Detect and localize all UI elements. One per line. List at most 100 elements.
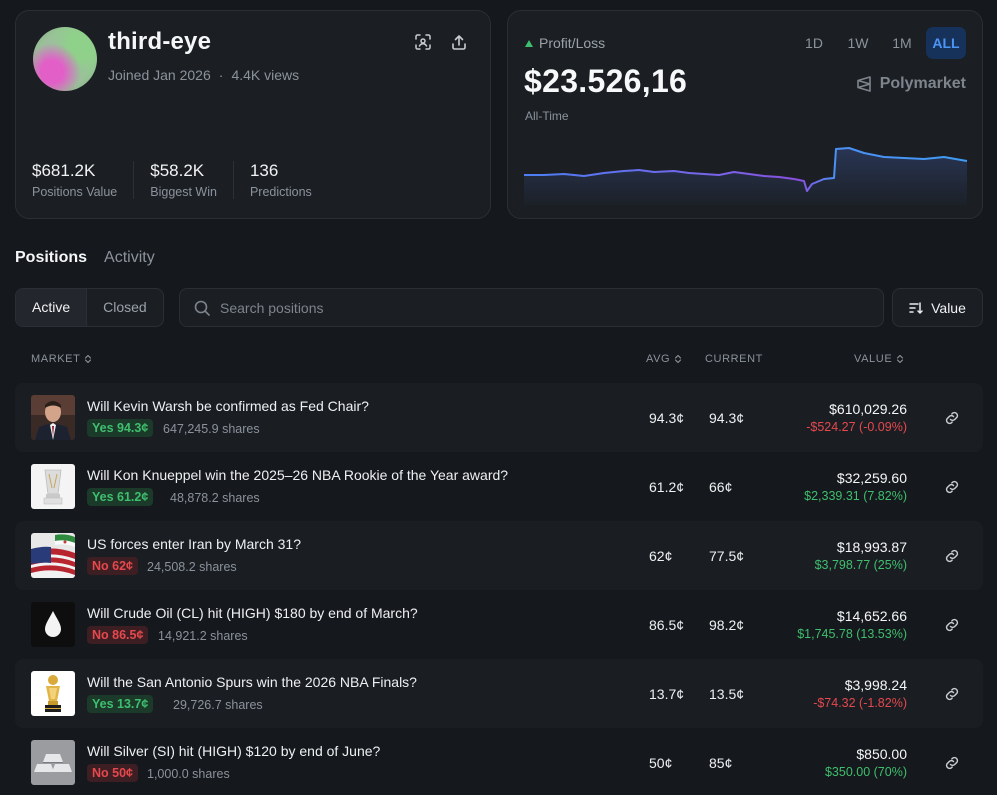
- link-icon[interactable]: [944, 410, 960, 426]
- sort-button[interactable]: Value: [892, 288, 983, 327]
- stat-predictions: 136 Predictions: [250, 161, 328, 199]
- avg-price: 13.7¢: [649, 686, 685, 702]
- stat-label: Positions Value: [32, 185, 118, 199]
- pnl-card: Profit/Loss $23.526,16 All-Time 1D 1W 1M…: [507, 10, 983, 219]
- avg-price: 61.2¢: [649, 479, 685, 495]
- market-thumbnail: [31, 671, 75, 716]
- avg-price: 94.3¢: [649, 410, 685, 426]
- current-price: 77.5¢: [709, 548, 745, 564]
- search-icon: [194, 300, 210, 316]
- position-change: -$74.32 (-1.82%): [813, 696, 907, 710]
- position-change: $3,798.77 (25%): [814, 558, 907, 572]
- meta-separator: ·: [218, 67, 224, 83]
- outcome-badge: No 50¢: [87, 764, 138, 782]
- avg-price: 50¢: [649, 755, 673, 771]
- profile-stats: $681.2K Positions Value $58.2K Biggest W…: [32, 161, 344, 199]
- link-icon[interactable]: [944, 479, 960, 495]
- table-row[interactable]: Will Kon Knueppel win the 2025–26 NBA Ro…: [15, 452, 983, 521]
- sort-label: Value: [931, 299, 966, 316]
- market-thumbnail: [31, 533, 75, 578]
- share-count: 48,878.2 shares: [170, 491, 260, 505]
- current-price: 66¢: [709, 479, 733, 495]
- header-current: CURRENT: [705, 353, 763, 365]
- scan-icon[interactable]: [414, 33, 432, 51]
- avg-price: 62¢: [649, 548, 673, 564]
- active-button[interactable]: Active: [16, 289, 88, 326]
- outcome-badge: Yes 13.7¢: [87, 695, 154, 713]
- range-1m[interactable]: 1M: [892, 35, 912, 51]
- market-title[interactable]: Will Crude Oil (CL) hit (HIGH) $180 by e…: [87, 605, 418, 621]
- tab-positions[interactable]: Positions: [15, 249, 88, 266]
- stat-label: Predictions: [249, 185, 312, 199]
- share-count: 647,245.9 shares: [163, 422, 260, 436]
- pnl-area: [524, 148, 967, 205]
- table-row[interactable]: Will the San Antonio Spurs win the 2026 …: [15, 659, 983, 728]
- stat-biggest-win: $58.2K Biggest Win: [150, 161, 234, 199]
- sort-toggle-icon: [897, 354, 904, 364]
- current-price: 98.2¢: [709, 617, 745, 633]
- position-value: $18,993.87: [836, 539, 907, 555]
- table-row[interactable]: Will Kevin Warsh be confirmed as Fed Cha…: [15, 383, 983, 452]
- stat-value: $681.2K: [32, 161, 96, 180]
- header-value[interactable]: VALUE: [854, 353, 905, 365]
- brand-logo: Polymarket: [855, 75, 966, 93]
- link-icon[interactable]: [944, 617, 960, 633]
- range-1d[interactable]: 1D: [805, 35, 823, 51]
- market-thumbnail: [31, 464, 75, 509]
- share-count: 14,921.2 shares: [158, 629, 248, 643]
- share-count: 1,000.0 shares: [147, 767, 230, 781]
- joined-date: Joined Jan 2026: [108, 67, 211, 83]
- current-price: 94.3¢: [709, 410, 745, 426]
- pnl-value: $23.526,16: [524, 63, 688, 99]
- market-title[interactable]: Will the San Antonio Spurs win the 2026 …: [87, 674, 417, 690]
- pnl-sparkline: [524, 147, 967, 205]
- share-count: 29,726.7 shares: [173, 698, 263, 712]
- position-change: $350.00 (70%): [824, 765, 907, 779]
- market-thumbnail: [31, 602, 75, 647]
- table-row[interactable]: Will Crude Oil (CL) hit (HIGH) $180 by e…: [15, 590, 983, 659]
- market-title[interactable]: US forces enter Iran by March 31?: [87, 536, 301, 552]
- current-price: 85¢: [709, 755, 733, 771]
- profile-meta: Joined Jan 2026 · 4.4K views: [108, 67, 299, 83]
- position-change: $1,745.78 (13.53%): [797, 627, 907, 641]
- market-title[interactable]: Will Silver (SI) hit (HIGH) $120 by end …: [87, 743, 381, 759]
- position-value: $32,259.60: [836, 470, 907, 486]
- profile-card: third-eye Joined Jan 2026 · 4.4K views $68…: [15, 10, 491, 219]
- link-icon[interactable]: [944, 686, 960, 702]
- avatar: [33, 27, 97, 91]
- position-value: $3,998.24: [844, 677, 907, 693]
- table-row[interactable]: Will Silver (SI) hit (HIGH) $120 by end …: [15, 728, 983, 795]
- share-icon[interactable]: [450, 33, 468, 51]
- position-change: -$524.27 (-0.09%): [806, 420, 907, 434]
- search-box: [179, 288, 884, 327]
- sort-toggle-icon: [675, 354, 682, 364]
- header-market[interactable]: MARKET: [31, 353, 93, 365]
- stat-value: $58.2K: [150, 161, 205, 180]
- table-row[interactable]: US forces enter Iran by March 31? No 62¢…: [15, 521, 983, 590]
- market-title[interactable]: Will Kevin Warsh be confirmed as Fed Cha…: [87, 398, 369, 414]
- market-title[interactable]: Will Kon Knueppel win the 2025–26 NBA Ro…: [87, 467, 509, 483]
- pnl-line: [524, 147, 967, 192]
- search-input[interactable]: [220, 289, 860, 326]
- stat-positions-value: $681.2K Positions Value: [32, 161, 135, 199]
- header-avg-label: AVG: [646, 353, 671, 365]
- username: third-eye: [108, 28, 212, 55]
- avg-price: 86.5¢: [649, 617, 685, 633]
- pnl-label: Profit/Loss: [525, 35, 605, 51]
- header-avg[interactable]: AVG: [646, 353, 683, 365]
- outcome-badge: No 86.5¢: [87, 626, 149, 644]
- range-all[interactable]: ALL: [926, 27, 966, 59]
- tab-activity[interactable]: Activity: [104, 249, 155, 266]
- pnl-label-text: Profit/Loss: [539, 35, 606, 51]
- share-count: 24,508.2 shares: [147, 560, 237, 574]
- range-selector: 1D 1W 1M ALL: [794, 27, 966, 59]
- position-value: $610,029.26: [829, 401, 907, 417]
- closed-button[interactable]: Closed: [103, 299, 147, 315]
- pnl-period: All-Time: [525, 109, 569, 123]
- position-change: $2,339.31 (7.82%): [804, 489, 907, 503]
- link-icon[interactable]: [944, 755, 960, 771]
- link-icon[interactable]: [944, 548, 960, 564]
- range-1w[interactable]: 1W: [847, 35, 869, 51]
- outcome-badge: Yes 94.3¢: [87, 419, 154, 437]
- position-value: $14,652.66: [836, 608, 907, 624]
